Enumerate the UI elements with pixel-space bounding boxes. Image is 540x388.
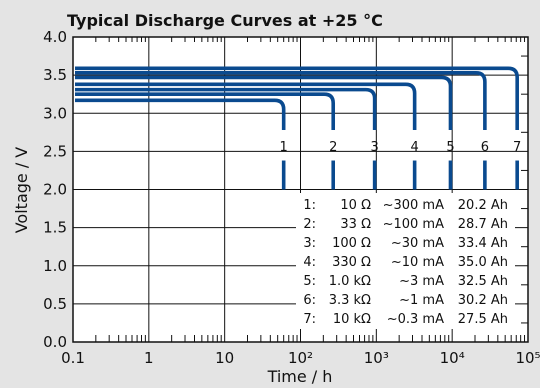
series-label: 6	[481, 140, 489, 155]
legend-current: ~3 mA	[399, 274, 444, 289]
legend-id: 6:	[303, 293, 316, 308]
legend-current: ~10 mA	[391, 255, 444, 270]
y-tick-label: 3.0	[43, 104, 67, 122]
legend-capacity: 32.5 Ah	[458, 274, 508, 289]
legend-background	[296, 193, 515, 329]
legend-capacity: 27.5 Ah	[458, 312, 508, 327]
minor-ticks	[95, 37, 528, 342]
legend-capacity: 35.0 Ah	[458, 255, 508, 270]
legend-capacity: 30.2 Ah	[458, 293, 508, 308]
legend-resistance: 10 Ω	[340, 198, 371, 213]
legend-capacity: 28.7 Ah	[458, 217, 508, 232]
series-label: 2	[329, 140, 337, 155]
legend-current: ~300 mA	[383, 198, 445, 213]
legend-id: 3:	[303, 236, 316, 251]
x-tick-label: 10³	[364, 349, 389, 367]
series-label: 5	[446, 140, 454, 155]
legend-resistance: 3.3 kΩ	[329, 293, 371, 308]
series-label: 3	[371, 140, 379, 155]
series-line-2	[75, 92, 336, 131]
legend-capacity: 33.4 Ah	[458, 236, 508, 251]
series-line-7	[75, 66, 519, 131]
legend-resistance: 33 Ω	[340, 217, 371, 232]
x-tick-label: 0.1	[61, 349, 85, 367]
x-tick-label: 10²	[288, 349, 313, 367]
legend: 1: 10 Ω ~300 mA 20.2 Ah 2: 33 Ω ~100 mA 28.7 Ah…	[296, 193, 515, 329]
y-tick-label: 2.5	[43, 142, 67, 160]
series-group: 1 2 3 4 5 6 7	[75, 66, 521, 190]
legend-resistance: 330 Ω	[332, 255, 371, 270]
series-label: 7	[513, 140, 521, 155]
series-line-6	[75, 71, 487, 131]
series-line-3	[75, 87, 377, 131]
legend-id: 5:	[303, 274, 316, 289]
y-axis-label: Voltage / V	[12, 147, 31, 234]
y-tick-labels: 0.0 0.5 1.0 1.5 2.0 2.5 3.0 3.5 4.0	[43, 28, 67, 351]
legend-current: ~0.3 mA	[387, 312, 444, 327]
y-tick-label: 1.5	[43, 219, 67, 237]
legend-current: ~100 mA	[383, 217, 445, 232]
legend-id: 4:	[303, 255, 316, 270]
x-tick-label: 1	[144, 349, 154, 367]
y-tick-label: 2.0	[43, 181, 67, 199]
legend-id: 2:	[303, 217, 316, 232]
series-label: 4	[410, 140, 418, 155]
y-tick-label: 0.0	[43, 333, 67, 351]
legend-id: 1:	[303, 198, 316, 213]
y-tick-label: 4.0	[43, 28, 67, 46]
legend-resistance: 100 Ω	[332, 236, 371, 251]
x-tick-labels: 0.1 1 10 10² 10³ 10⁴ 10⁵	[61, 349, 540, 367]
y-tick-label: 0.5	[43, 295, 67, 313]
chart-title: Typical Discharge Curves at +25 °C	[67, 11, 383, 30]
y-tick-label: 1.0	[43, 257, 67, 275]
y-tick-label: 3.5	[43, 66, 67, 84]
legend-resistance: 1.0 kΩ	[329, 274, 371, 289]
series-line-4	[75, 82, 417, 131]
legend-resistance: 10 kΩ	[333, 312, 371, 327]
legend-current: ~30 mA	[391, 236, 444, 251]
legend-current: ~1 mA	[399, 293, 444, 308]
series-line-1	[75, 98, 286, 131]
series-line-5	[75, 75, 453, 131]
legend-capacity: 20.2 Ah	[458, 198, 508, 213]
x-tick-label: 10⁴	[440, 349, 465, 367]
legend-id: 7:	[303, 312, 316, 327]
series-label: 1	[280, 140, 288, 155]
x-tick-label: 10⁵	[515, 349, 540, 367]
x-tick-label: 10	[215, 349, 234, 367]
x-axis-label: Time / h	[267, 367, 333, 386]
